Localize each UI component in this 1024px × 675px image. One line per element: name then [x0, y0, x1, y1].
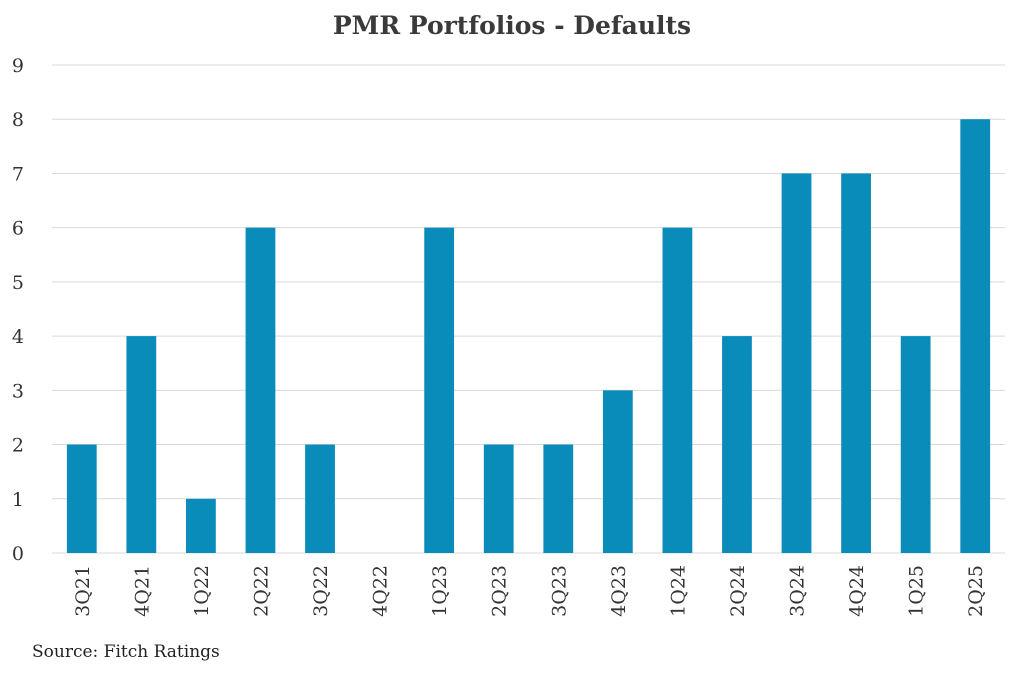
- bar-2q22: [245, 227, 276, 553]
- x-tick-label: 3Q23: [548, 565, 570, 617]
- x-tick-label: 3Q21: [72, 565, 94, 617]
- x-tick-label: 3Q22: [310, 565, 332, 617]
- bar-4q21: [126, 336, 157, 553]
- bars: [66, 119, 991, 553]
- y-tick-label: 3: [12, 380, 24, 402]
- y-axis-tick-labels: 0 1 2 3 4 5 6 7 8 9: [12, 55, 24, 565]
- source-note: Source: Fitch Ratings: [32, 642, 220, 662]
- bar-1q25: [900, 336, 931, 553]
- x-tick-label: 1Q22: [191, 565, 213, 617]
- x-tick-label: 4Q24: [846, 565, 868, 617]
- y-tick-label: 1: [12, 489, 24, 511]
- bar-2q23: [483, 444, 514, 553]
- chart-title: PMR Portfolios - Defaults: [333, 11, 691, 40]
- x-tick-label: 3Q24: [787, 565, 809, 617]
- bar-2q24: [722, 336, 752, 553]
- y-tick-label: 0: [12, 543, 24, 565]
- x-axis-tick-labels: 3Q21 4Q21 1Q22 2Q22 3Q22 4Q22 1Q23 2Q23 3Q23 4Q23…: [72, 565, 987, 617]
- y-tick-label: 9: [12, 55, 24, 77]
- x-tick-label: 4Q23: [608, 565, 630, 617]
- bar-3q23: [543, 444, 574, 553]
- y-tick-label: 7: [12, 163, 24, 185]
- x-tick-label: 2Q25: [965, 565, 987, 617]
- x-tick-label: 2Q22: [250, 565, 272, 617]
- x-tick-label: 2Q23: [489, 565, 511, 617]
- bar-3q22: [305, 444, 335, 553]
- x-tick-label: 1Q24: [667, 565, 689, 617]
- x-tick-label: 4Q22: [370, 565, 392, 617]
- x-tick-label: 1Q23: [429, 565, 451, 617]
- y-tick-label: 5: [12, 272, 24, 294]
- bar-2q25: [960, 119, 991, 553]
- bar-3q24: [781, 173, 812, 553]
- x-tick-label: 1Q25: [906, 565, 928, 617]
- bar-3q21: [66, 444, 97, 553]
- y-tick-label: 4: [12, 326, 24, 348]
- y-tick-label: 2: [12, 435, 24, 457]
- bar-1q24: [662, 227, 693, 553]
- bar-4q23: [602, 390, 633, 553]
- x-tick-label: 2Q24: [727, 565, 749, 617]
- bar-1q22: [186, 498, 216, 553]
- x-tick-label: 4Q21: [131, 565, 153, 617]
- y-tick-label: 6: [12, 218, 24, 240]
- bar-1q23: [424, 227, 455, 553]
- bar-4q24: [841, 173, 871, 553]
- y-tick-label: 8: [12, 109, 24, 131]
